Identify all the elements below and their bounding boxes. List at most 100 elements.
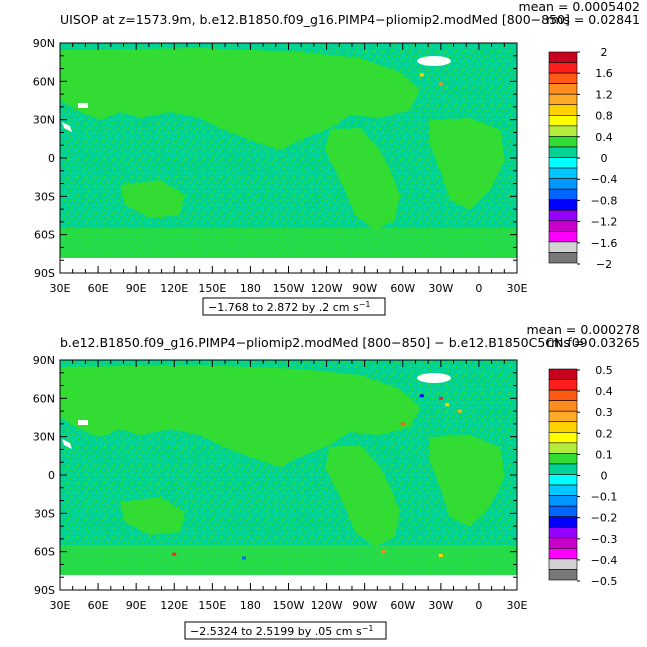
- colorbar-swatch: [548, 431, 578, 444]
- y-tick-label: 60N: [33, 392, 55, 405]
- colorbar-swatch: [548, 368, 578, 380]
- colorbar-swatch: [548, 558, 578, 570]
- x-tick-label: 150W: [273, 599, 305, 612]
- anomaly-cell: [419, 394, 424, 398]
- x-tick-label: 30E: [507, 282, 528, 295]
- colorbar-swatch: [548, 188, 578, 200]
- x-tick-label: 120W: [311, 282, 343, 295]
- colorbar-swatch: [548, 400, 578, 412]
- colorbar-label: 0: [601, 470, 608, 483]
- colorbar-label: −0.8: [591, 194, 618, 207]
- masked-greenland: [417, 373, 451, 383]
- colorbar-swatch: [548, 241, 578, 253]
- land-america: [325, 128, 400, 230]
- x-tick-label: 30E: [50, 599, 71, 612]
- x-tick-label: 60W: [390, 599, 415, 612]
- range-label: −1.768 to 2.872 by .2 cm s−1: [208, 300, 371, 314]
- masked-greenland: [417, 56, 451, 66]
- colorbar-label: 0.1: [595, 448, 613, 461]
- colorbar-swatch: [548, 537, 578, 549]
- colorbar-label: −0.3: [591, 533, 618, 546]
- anomaly-cell: [445, 403, 450, 407]
- range-box: [184, 621, 387, 640]
- colorbar-swatch: [548, 93, 578, 106]
- colorbar-swatch: [548, 104, 578, 116]
- colorbar-swatch: [548, 157, 578, 169]
- x-tick-label: 120W: [311, 599, 343, 612]
- colorbar-swatch: [548, 453, 578, 465]
- x-tick-label: 30W: [428, 282, 453, 295]
- y-tick-label: 60S: [34, 229, 55, 242]
- x-tick-label: 180: [240, 599, 261, 612]
- colorbar-label: −1.6: [591, 237, 618, 250]
- colorbar-label: 0.4: [595, 385, 613, 398]
- colorbar-swatch: [548, 115, 578, 127]
- x-tick-label: 60W: [390, 282, 415, 295]
- masked-patch: [78, 103, 88, 108]
- colorbar-swatch: [548, 231, 578, 243]
- colorbar-swatch: [548, 252, 578, 264]
- land-africa: [430, 118, 505, 210]
- x-tick-label: 120E: [160, 599, 188, 612]
- rms-stat: rms = 0.03265: [546, 335, 640, 350]
- colorbar-label: −1.2: [591, 216, 618, 229]
- colorbar-label: −0.1: [591, 491, 618, 504]
- x-tick-label: 90E: [126, 282, 147, 295]
- y-tick-label: 0: [48, 152, 55, 165]
- x-tick-label: 150E: [198, 599, 226, 612]
- y-tick-label: 90S: [34, 584, 55, 597]
- colorbar-swatch: [548, 220, 578, 232]
- y-tick-label: 0: [48, 469, 55, 482]
- colorbar-label: 0.4: [595, 131, 613, 144]
- x-tick-label: 150E: [198, 282, 226, 295]
- colorbar-label: −0.4: [591, 554, 618, 567]
- x-tick-label: 150W: [273, 282, 305, 295]
- x-tick-label: 90W: [352, 282, 377, 295]
- anomaly-cell: [438, 82, 443, 86]
- y-tick-label: 30S: [34, 507, 55, 520]
- colorbar-swatch: [548, 146, 578, 158]
- colorbar-swatch: [548, 548, 578, 560]
- colorbar-swatch: [548, 484, 578, 496]
- anomaly-cell: [438, 396, 443, 400]
- y-tick-label: 60S: [34, 546, 55, 559]
- land-africa: [430, 435, 505, 527]
- map-field: [60, 43, 517, 273]
- y-tick-label: 90N: [33, 37, 55, 50]
- axes: 30E 60E 90E 120E 150E 180 150W 120W 90W 60W 30W 0 30…: [33, 37, 528, 295]
- panel-top: UISOP at z=1573.9m, b.e12.B1850.f09_g16.…: [33, 0, 640, 316]
- map-field: [60, 360, 517, 590]
- colorbar-label: 0.3: [595, 406, 613, 419]
- panel-title: b.e12.B1850.f09_g16.PIMP4−pliomip2.modMe…: [60, 335, 588, 350]
- x-tick-label: 60E: [88, 599, 109, 612]
- colorbar-swatch: [548, 83, 578, 95]
- range-box: [202, 297, 386, 316]
- colorbar-swatch: [548, 62, 578, 74]
- colorbar: 0.5 0.4 0.3 0.2 0.1 0 −0.1 −0.2 −0.3 −0.4 −0.5: [548, 364, 618, 588]
- y-tick-label: 30S: [34, 190, 55, 203]
- colorbar-swatch: [548, 136, 578, 148]
- colorbar-label: 0: [601, 152, 608, 165]
- hotspots: [419, 73, 443, 86]
- x-tick-label: 0: [475, 282, 482, 295]
- y-tick-label: 90N: [33, 354, 55, 367]
- colorbar-swatch: [548, 526, 578, 539]
- colorbar-swatch: [548, 125, 578, 137]
- x-tick-label: 90W: [352, 599, 377, 612]
- colorbar-swatch: [548, 442, 578, 454]
- colorbar-label: 2: [601, 46, 608, 59]
- colorbar-label: 1.6: [595, 67, 613, 80]
- panel-title: UISOP at z=1573.9m, b.e12.B1850.f09_g16.…: [60, 12, 570, 27]
- colorbar-swatch: [548, 569, 578, 581]
- anomaly-cell: [400, 422, 405, 426]
- land-antarctic-margin: [60, 545, 517, 575]
- colorbar-swatch: [548, 209, 578, 222]
- mean-stat: mean = 0.000278: [526, 322, 640, 337]
- colorbar-swatch: [548, 474, 578, 486]
- x-tick-label: 180: [240, 282, 261, 295]
- land-eurasia: [60, 365, 420, 467]
- y-tick-label: 60N: [33, 75, 55, 88]
- colorbar-swatch: [548, 421, 578, 433]
- anomaly-cell: [381, 550, 386, 554]
- land-antarctic-margin: [60, 228, 517, 258]
